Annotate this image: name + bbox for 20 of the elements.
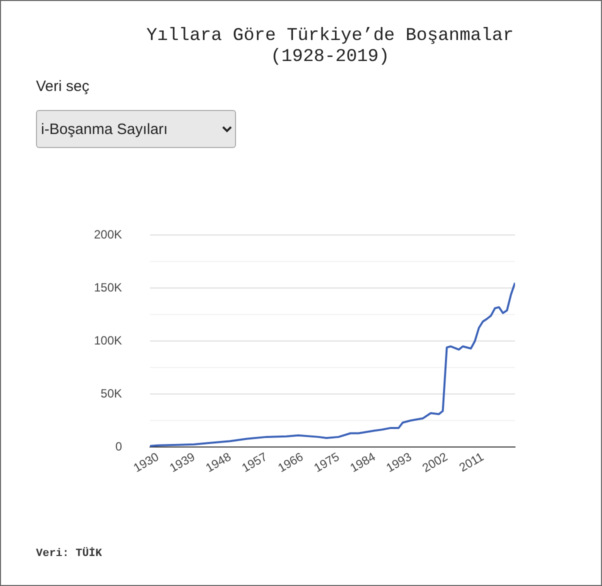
y-tick-label: 100K	[94, 333, 122, 348]
x-tick-label: 1984	[348, 449, 378, 476]
x-tick-label: 1930	[131, 449, 162, 476]
y-tick-label: 0	[115, 439, 122, 454]
dropdown: i-Boşanma Sayıları	[36, 110, 236, 148]
x-tick-label: 1975	[312, 449, 342, 476]
x-tick-label: 1948	[203, 449, 234, 476]
chart-title: Yıllara Göre Türkiye’de Boşanmalar	[145, 26, 515, 47]
x-tick-label: 2011	[456, 449, 486, 475]
x-tick-label: 1939	[167, 449, 198, 476]
y-tick-label: 150K	[94, 280, 122, 294]
chart-subtitle: (1928-2019)	[270, 47, 390, 68]
y-tick-label: 200K	[94, 228, 122, 242]
x-tick-label: 1957	[239, 449, 270, 476]
text: Veri: TÜİK	[36, 548, 102, 560]
x-tick-label: 2002	[420, 449, 450, 476]
y-tick-label: 50K	[100, 386, 122, 400]
x-tick-label: 1993	[384, 449, 414, 476]
x-tick-label: 1966	[275, 449, 306, 476]
text: Veri seç	[36, 78, 90, 95]
